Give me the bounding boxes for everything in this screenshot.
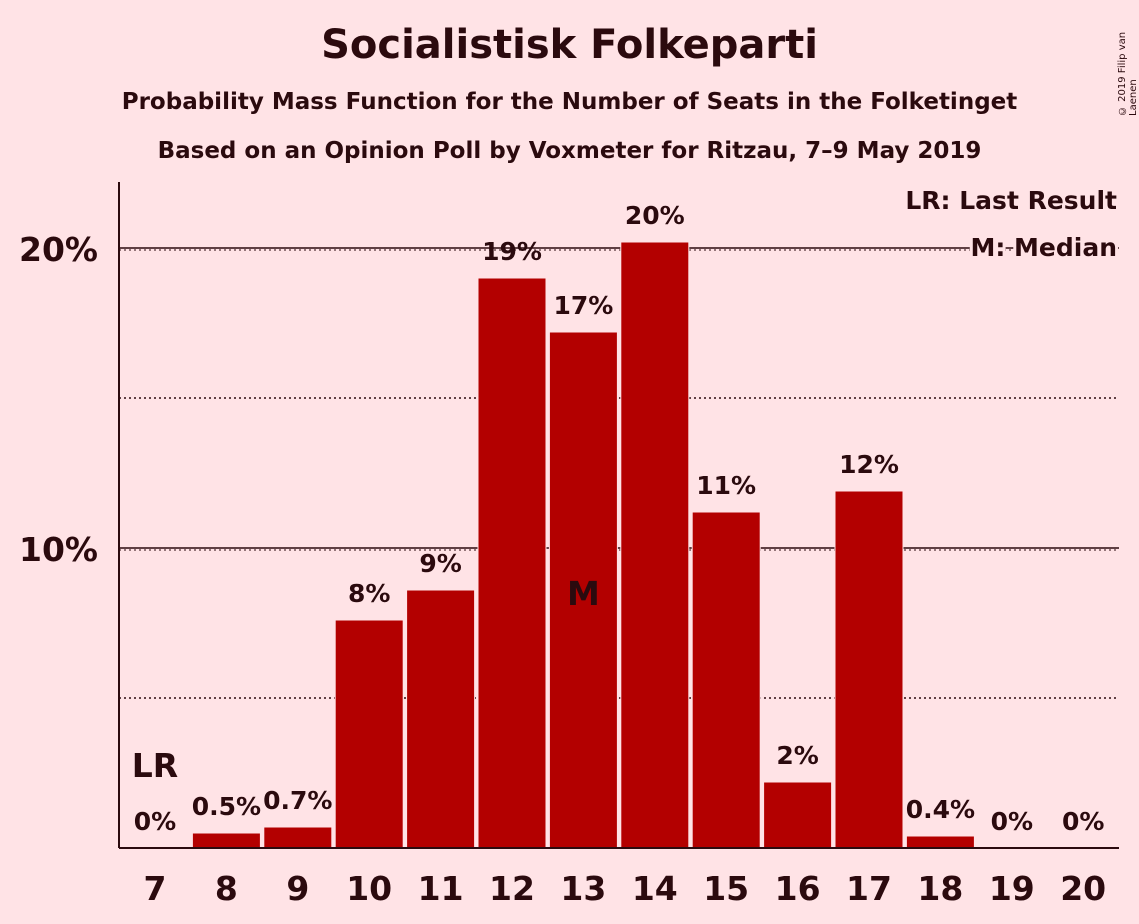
data-label: 8% [348,579,390,608]
data-label: 9% [419,549,461,578]
data-label: 17% [553,291,613,320]
bar-seat-13 [548,331,618,849]
legend-item-bg: LR: Last Result [905,186,1117,215]
last-result-marker: LR [132,746,178,785]
x-tick-label: 15 [703,869,749,908]
x-tick-label: 17 [846,869,892,908]
data-label: 11% [696,471,756,500]
bar-seat-10 [334,619,404,849]
median-marker: M [567,574,600,613]
y-tick-label: 20% [19,230,98,269]
bar-seat-8 [191,832,261,849]
x-tick-label: 9 [286,869,309,908]
data-label: 0% [991,807,1033,836]
data-label: 0% [1062,807,1104,836]
data-label: 12% [839,450,899,479]
x-tick-label: 14 [632,869,678,908]
data-label: 0.5% [192,792,261,821]
y-tick-label: 10% [19,530,98,569]
legend-item-bg: M: Median [970,233,1117,262]
x-tick-label: 19 [989,869,1035,908]
x-tick-label: 11 [418,869,464,908]
data-label: 0.7% [263,786,332,815]
bar-seat-14 [620,241,690,849]
bar-seat-18 [905,835,975,849]
x-tick-label: 7 [144,869,167,908]
data-label: 19% [482,237,542,266]
bar-seat-12 [477,277,547,849]
data-label: 2% [776,741,818,770]
chart-subtitle-source: Based on an Opinion Poll by Voxmeter for… [157,138,982,164]
bar-seat-15 [691,511,761,849]
data-label: 0.4% [906,795,975,824]
x-tick-label: 18 [917,869,963,908]
legend-item: M: Median [970,233,1117,262]
bar-seat-11 [406,589,476,849]
x-tick-label: 20 [1060,869,1106,908]
x-tick-label: 10 [346,869,392,908]
bar-seat-17 [834,490,904,849]
data-label: 0% [134,807,176,836]
bar-seat-9 [263,826,333,849]
legend-item: LR: Last Result [905,186,1117,215]
data-label: 20% [625,201,685,230]
x-tick-label: 12 [489,869,535,908]
x-tick-label: 13 [560,869,606,908]
chart-subtitle: Probability Mass Function for the Number… [121,89,1018,115]
chart-title: Socialistisk Folkeparti [321,22,818,68]
bar-seat-16 [763,781,833,849]
x-tick-label: 16 [775,869,821,908]
x-tick-label: 8 [215,869,238,908]
